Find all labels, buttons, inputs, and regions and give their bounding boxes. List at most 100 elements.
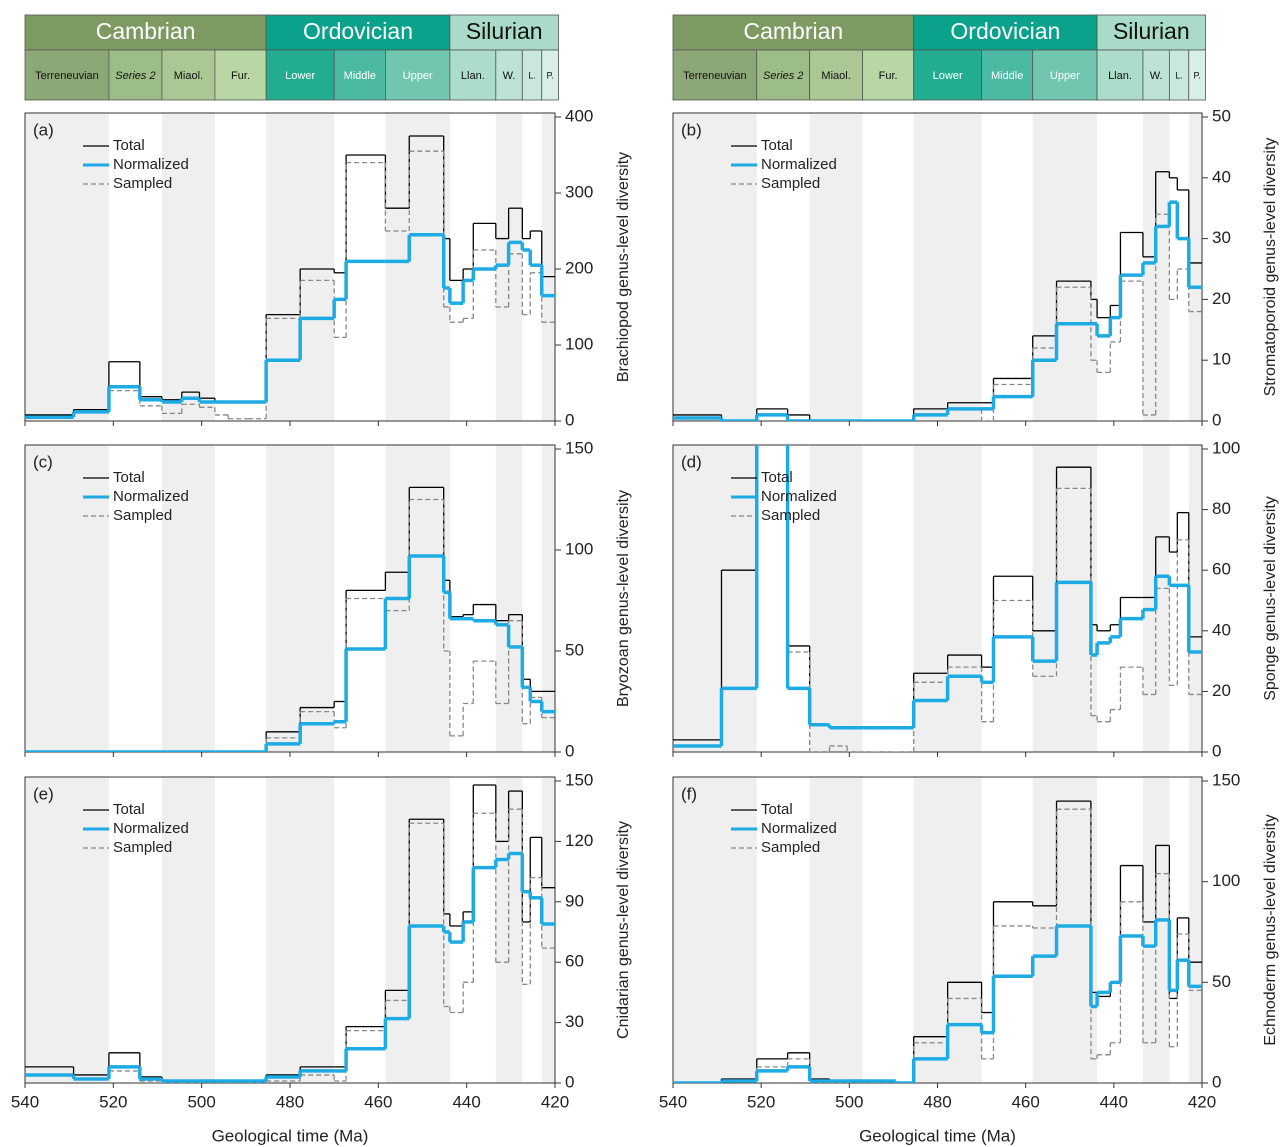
plot-area bbox=[673, 171, 1202, 421]
epoch-box bbox=[541, 49, 559, 101]
x-tick-label: 520 bbox=[99, 1092, 127, 1111]
epoch-label: Llan. bbox=[1108, 70, 1132, 82]
y-tick-label: 50 bbox=[1212, 972, 1231, 991]
x-tick-label: 420 bbox=[1188, 1092, 1216, 1111]
x-tick-label: 460 bbox=[364, 1092, 392, 1111]
period-label: Ordovician bbox=[950, 18, 1060, 44]
y-tick-label: 20 bbox=[1212, 289, 1231, 308]
epoch-label: Miaol. bbox=[821, 70, 850, 82]
epoch-label: Series 2 bbox=[763, 70, 803, 82]
y-tick-label: 150 bbox=[565, 438, 593, 457]
y-tick-label: 0 bbox=[1212, 1072, 1221, 1091]
plot-area bbox=[673, 800, 1202, 1083]
x-tick-label: 500 bbox=[835, 1092, 863, 1111]
y-tick-label: 80 bbox=[1212, 499, 1231, 518]
y-axis-label: Bryozoan genus-level diversity bbox=[615, 490, 632, 707]
epoch-band bbox=[266, 445, 335, 752]
epoch-box bbox=[214, 49, 267, 101]
y-tick-label: 400 bbox=[565, 106, 593, 125]
x-tick-label: 480 bbox=[276, 1092, 304, 1111]
legend-label: Normalized bbox=[761, 488, 837, 505]
epoch-band bbox=[385, 777, 450, 1083]
period-label: Cambrian bbox=[96, 18, 196, 44]
epoch-box bbox=[756, 49, 811, 101]
y-tick-label: 200 bbox=[565, 258, 593, 277]
x-tick-label: 440 bbox=[1100, 1092, 1128, 1111]
panel-label: (f) bbox=[681, 784, 697, 803]
legend-label: Total bbox=[113, 801, 145, 818]
epoch-band bbox=[161, 777, 215, 1083]
epoch-label: Miaol. bbox=[174, 70, 203, 82]
panel-label: (b) bbox=[681, 120, 702, 139]
y-tick-label: 0 bbox=[1212, 741, 1221, 760]
x-tick-label: 540 bbox=[659, 1092, 687, 1111]
epoch-label: Fur. bbox=[879, 70, 898, 82]
epoch-band bbox=[266, 777, 335, 1083]
y-tick-label: 300 bbox=[565, 182, 593, 201]
legend-label: Total bbox=[761, 137, 793, 154]
epoch-band bbox=[1188, 445, 1202, 752]
epoch-band bbox=[541, 777, 555, 1083]
epoch-label: W. bbox=[503, 70, 516, 82]
y-tick-label: 30 bbox=[565, 1012, 584, 1031]
epoch-box bbox=[1142, 49, 1170, 101]
y-tick-label: 0 bbox=[565, 1072, 574, 1091]
x-axis-label: Geological time (Ma) bbox=[859, 1126, 1016, 1145]
legend-label: Sampled bbox=[113, 507, 172, 524]
legend-label: Normalized bbox=[113, 488, 189, 505]
y-tick-label: 40 bbox=[1212, 620, 1231, 639]
y-axis-label: Sponge genus-level diversity bbox=[1262, 496, 1279, 701]
epoch-band bbox=[161, 113, 215, 421]
epoch-label: Series 2 bbox=[115, 70, 155, 82]
legend-label: Sampled bbox=[761, 175, 820, 192]
period-box bbox=[265, 14, 451, 51]
legend-label: Total bbox=[761, 469, 793, 486]
x-tick-label: 460 bbox=[1011, 1092, 1039, 1111]
legend-label: Sampled bbox=[761, 839, 820, 856]
epoch-label: L. bbox=[528, 70, 536, 80]
epoch-box bbox=[981, 49, 1034, 101]
legend-label: Sampled bbox=[113, 175, 172, 192]
y-axis-label: Cnidarian genus-level diversity bbox=[615, 821, 632, 1039]
legend-label: Total bbox=[761, 801, 793, 818]
epoch-band bbox=[541, 113, 555, 421]
epoch-band bbox=[1188, 777, 1202, 1083]
y-tick-label: 150 bbox=[565, 770, 593, 789]
y-tick-label: 100 bbox=[565, 334, 593, 353]
y-tick-label: 60 bbox=[1212, 560, 1231, 579]
epoch-box bbox=[384, 49, 451, 101]
legend-label: Normalized bbox=[761, 820, 837, 837]
epoch-box bbox=[24, 49, 110, 101]
legend-label: Normalized bbox=[113, 820, 189, 837]
legend-label: Sampled bbox=[113, 839, 172, 856]
epoch-band bbox=[266, 113, 335, 421]
epoch-box bbox=[495, 49, 523, 101]
period-label: Silurian bbox=[466, 18, 543, 44]
legend-label: Total bbox=[113, 137, 145, 154]
y-tick-label: 50 bbox=[1212, 106, 1231, 125]
epoch-label: Lower bbox=[933, 70, 963, 82]
epoch-label: W. bbox=[1150, 70, 1163, 82]
epoch-band bbox=[809, 445, 863, 752]
y-tick-label: 30 bbox=[1212, 228, 1231, 247]
epoch-band bbox=[161, 445, 215, 752]
epoch-band bbox=[25, 777, 109, 1083]
y-axis-label: Echnoderm genus-level diversity bbox=[1262, 814, 1279, 1045]
epoch-band bbox=[913, 445, 982, 752]
x-tick-label: 440 bbox=[452, 1092, 480, 1111]
epoch-box bbox=[333, 49, 386, 101]
epoch-band bbox=[809, 113, 863, 421]
plot-area bbox=[25, 784, 555, 1083]
epoch-band bbox=[1032, 777, 1098, 1083]
epoch-band bbox=[1032, 445, 1098, 752]
y-tick-label: 150 bbox=[1212, 770, 1240, 789]
legend-label: Normalized bbox=[761, 156, 837, 173]
epoch-band bbox=[385, 113, 450, 421]
epoch-band bbox=[541, 445, 555, 752]
period-box bbox=[24, 14, 267, 51]
panel-label: (e) bbox=[33, 784, 54, 803]
legend-label: Normalized bbox=[113, 156, 189, 173]
legend-label: Sampled bbox=[761, 507, 820, 524]
y-tick-label: 100 bbox=[1212, 871, 1240, 890]
plot-area bbox=[25, 486, 555, 752]
